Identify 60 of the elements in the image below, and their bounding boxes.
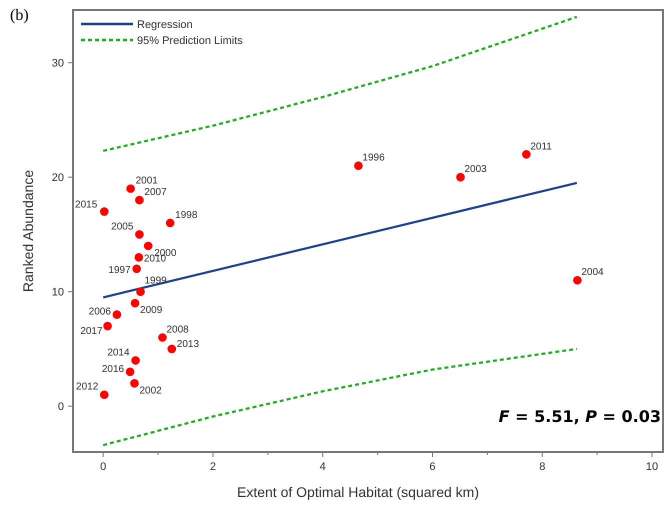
annotation: 2015 [75,200,98,211]
x-tick-label: 4 [320,461,326,473]
legend-label: 95% Prediction Limits [137,35,244,47]
y-tick-label: 0 [58,401,64,414]
annotation: 2001 [136,176,158,187]
point [136,287,145,296]
point [167,344,176,354]
x-tick-label: 0 [100,461,106,473]
point [112,310,122,319]
point [132,264,141,274]
point [100,207,109,216]
x-tick-label: 6 [429,461,436,473]
annotation: 2014 [107,347,130,358]
x-tick-label: 2 [210,461,216,473]
annotation: 1999 [144,276,168,287]
point [135,230,144,239]
point [130,378,139,388]
annotation: 2007 [144,187,168,198]
legend-label: Regression [137,19,193,31]
annotation: 1998 [175,210,198,221]
annotation: 2005 [111,221,134,232]
annotation: 1997 [108,264,132,276]
y-tick-label: 20 [52,172,64,184]
point [126,184,135,193]
y-tick-label: 10 [52,286,64,299]
point [354,161,363,170]
x-tick-label: 10 [646,461,658,473]
point [522,150,531,159]
point [134,253,144,262]
text: (b) [10,7,29,24]
annotation: F = 5.51, P = 0.03 [498,407,661,426]
annotation: 2017 [80,326,104,338]
point [166,218,174,228]
point [144,242,152,250]
line-series [102,16,578,152]
annotation: 2004 [581,267,604,278]
point [135,196,144,204]
point [573,276,582,285]
point [126,368,134,376]
annotation: 2016 [102,364,125,375]
point [100,390,109,400]
point [131,356,140,365]
point [103,322,112,330]
point [158,333,167,342]
annotation: 2013 [176,338,200,350]
annotation: 2008 [166,324,190,336]
y-axis-title: Ranked Abundance [20,170,36,292]
point [456,172,465,182]
annotation: 2003 [464,164,488,176]
line-series [102,348,578,446]
point [130,298,140,308]
annotation: 1996 [362,152,386,164]
annotation: 2011 [530,141,552,152]
x-tick-label: 8 [539,461,546,473]
x-axis-title: Extent of Optimal Habitat (squared km) [237,484,479,500]
annotation: 2012 [76,382,99,393]
annotation: 2002 [139,385,162,396]
annotation: 2006 [88,306,112,318]
y-tick-label: 30 [52,58,64,70]
annotation: 2009 [140,305,163,316]
